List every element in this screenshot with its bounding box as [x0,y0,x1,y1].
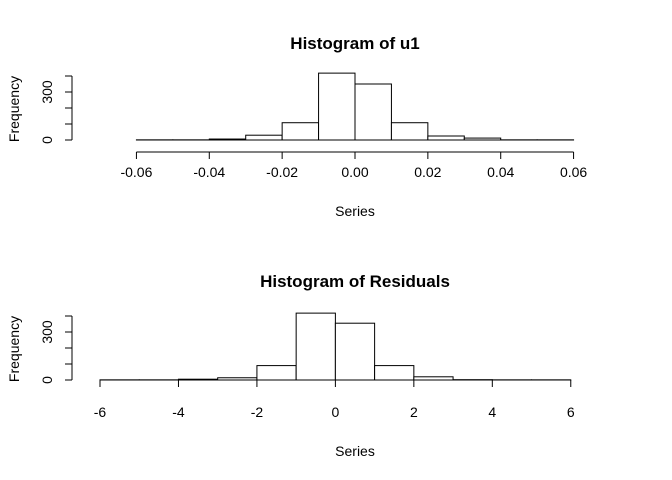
histogram-bar [374,365,415,381]
x-tick-label: 0.04 [487,164,514,180]
x-tick-label: 0.00 [341,164,368,180]
histogram-bar [390,122,429,141]
histogram-bar [208,138,247,141]
x-tick-label: -0.06 [120,164,152,180]
histogram-bar [318,72,356,141]
x-tick-label: 0.02 [414,164,441,180]
x-tick-label: -2 [251,404,264,420]
y-axis-label: Frequency [6,76,22,142]
histogram-bar [281,122,320,141]
x-tick-label: 2 [410,404,418,420]
histogram-panel-u1: Histogram of u1 -0.06 -0.04 -0.02 0.00 0.02 0… [6,34,587,219]
x-tick-label: 4 [488,404,496,420]
x-tick-label: 0.06 [560,164,587,180]
chart-title: Histogram of Residuals [260,272,450,291]
x-axis: -0.06 -0.04 -0.02 0.00 0.02 0.04 0.06 [120,151,587,180]
x-axis-label: Series [335,443,375,459]
x-tick-label: -0.02 [266,164,298,180]
y-tick-label: 0 [39,136,55,144]
histogram-bar [245,134,283,141]
bars [99,312,572,381]
x-tick-label: 6 [567,404,575,420]
bars [135,72,575,141]
histogram-bar [334,322,376,381]
y-axis-label: Frequency [6,316,22,382]
histogram-bar [256,365,297,381]
x-tick-label: 0 [331,404,339,420]
chart-title: Histogram of u1 [290,34,419,53]
x-tick-label: -6 [94,404,107,420]
histogram-panel-residuals: Histogram of Residuals -6 -4 -2 0 2 4 6 0 300 S… [6,272,575,459]
y-tick-label: 300 [39,80,55,104]
y-axis: 0 300 [39,75,73,144]
histogram-bar [427,135,465,141]
histogram-bar [295,312,336,381]
x-tick-label: -0.04 [193,164,225,180]
histogram-bar [354,83,392,141]
histogram-bar [463,137,502,141]
x-axis: -6 -4 -2 0 2 4 6 [94,379,575,420]
y-axis: 0 300 [39,315,73,384]
x-axis-label: Series [335,203,375,219]
y-tick-label: 0 [39,376,55,384]
x-tick-label: -4 [172,404,185,420]
y-tick-label: 300 [39,320,55,344]
